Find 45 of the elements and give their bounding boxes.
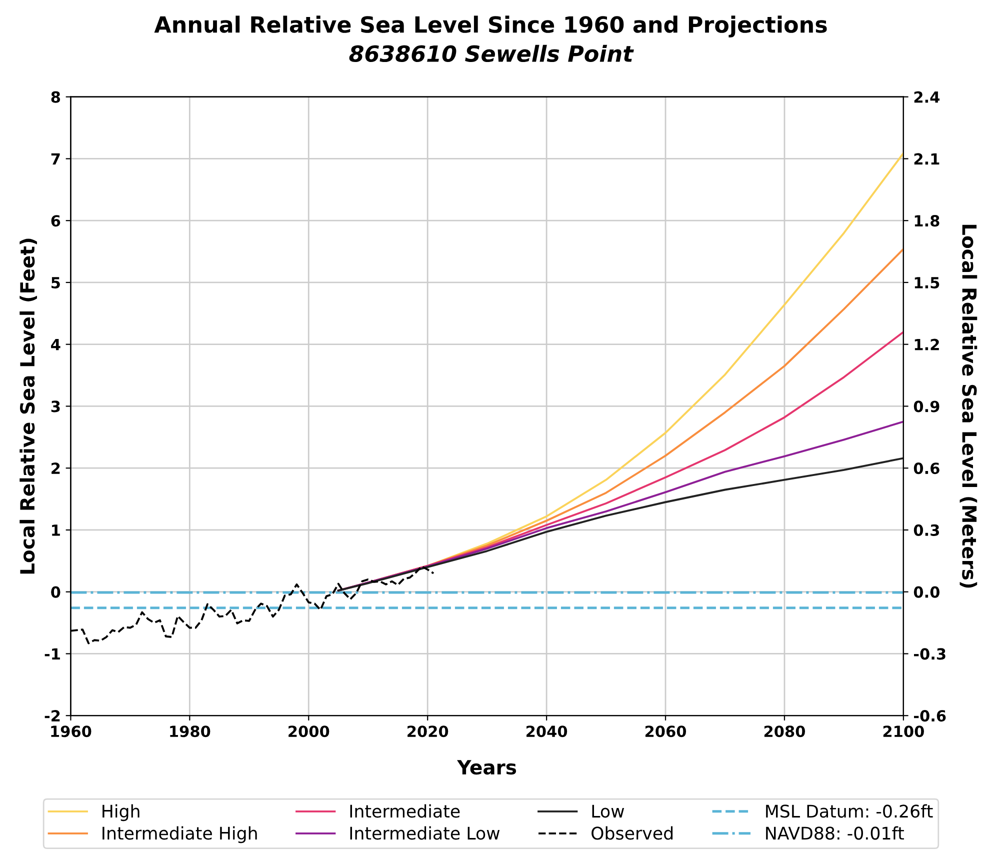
chart-title: Annual Relative Sea Level Since 1960 and Projections [154,16,827,38]
y-tick-label: 8 [51,91,60,103]
y2-tick-label: -0.6 [914,710,946,722]
y2-tick-label: 0.3 [914,524,940,536]
y-axis-title: Local Relative Sea Level (Feet) [20,238,37,574]
x-tick-label: 1980 [170,726,210,738]
legend-label: MSL Datum: -0.26ft [766,804,933,818]
x-tick-label: 2080 [764,726,806,738]
line-series [337,420,904,592]
y2-tick-label: 2.4 [914,91,940,103]
x-tick-label: 2040 [526,726,568,738]
y2-tick-label: 2.1 [914,153,940,165]
y2-tick-label: 0.9 [914,400,940,412]
line-series [337,457,904,592]
y2-tick-label: 1.5 [914,277,940,288]
y2-tick-label: -0.3 [914,648,946,660]
x-tick-label: 2060 [645,726,686,738]
x-tick-label: 2000 [288,726,330,738]
y-tick-label: -1 [44,648,60,660]
legend-label: NAVD88: -0.01ft [766,826,904,840]
x-tick-label: 2100 [883,726,924,738]
x-tick-label: 1960 [51,726,92,738]
legend-label: Intermediate High [102,826,257,844]
legend-label: Intermediate Low [350,826,500,840]
y-tick-label: 1 [52,524,60,536]
legend-label: High [102,804,140,822]
y2-tick-label: 1.2 [914,338,939,350]
y2-tick-label: 1.8 [914,215,940,227]
y2-axis-title: Local Relative Sea Level (Meters) [960,224,978,588]
x-axis-title: Years [456,760,516,775]
legend-label: Intermediate [350,804,460,818]
legend-label: Low [592,804,624,818]
legend-label: Observed [592,826,673,840]
y-tick-label: 2 [52,462,60,474]
y-tick-label: 3 [51,400,60,412]
y-tick-label: 4 [51,339,60,350]
y2-tick-label: 0.0 [914,586,940,598]
chart-subtitle: 8638610 Sewells Point [349,44,634,62]
y-tick-label: -2 [44,710,60,722]
y-tick-label: 6 [51,215,60,227]
y-tick-label: 7 [51,153,60,165]
x-tick-label: 2020 [408,726,448,738]
y2-tick-label: 0.6 [914,462,940,474]
y-tick-label: 0 [51,586,60,598]
y-tick-label: 5 [52,277,60,288]
